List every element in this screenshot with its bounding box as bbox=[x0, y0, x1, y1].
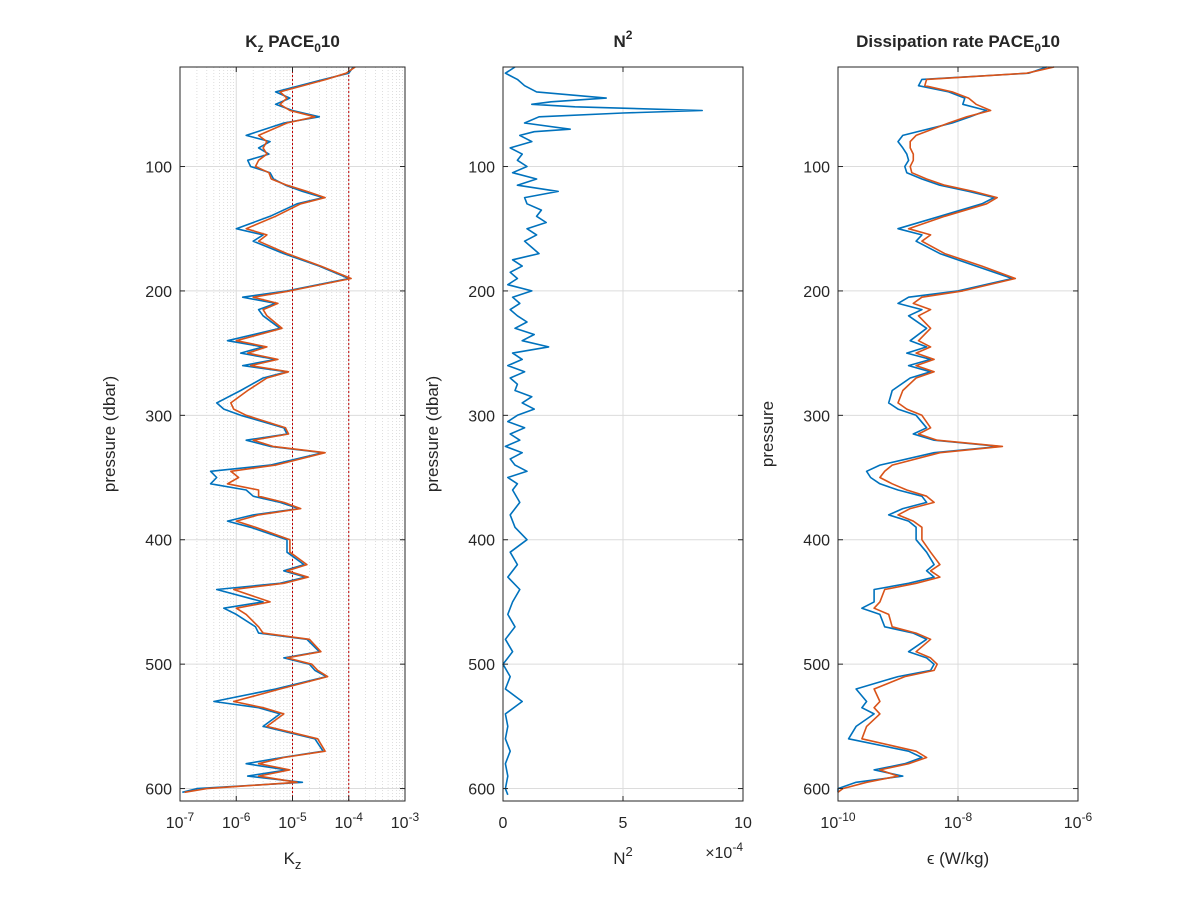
chart-panel-3: 100 200 300 400 500 600 10-10 10-8 10-6 ϵ (W/kg) p… bbox=[758, 32, 1093, 868]
chart-panel-1: 100 200 300 400 500 600 10-7 10-6 10-5 10-4 10-3 Kz… bbox=[100, 32, 420, 872]
y-tick-label: 400 bbox=[803, 533, 830, 550]
x-tick-label: 10-5 bbox=[278, 810, 307, 832]
y-tick-label: 500 bbox=[145, 657, 172, 674]
x-tick-label: 10-8 bbox=[944, 810, 973, 832]
y-tick-label: 600 bbox=[468, 782, 495, 799]
y-tick-label: 300 bbox=[145, 408, 172, 425]
series-line-1 bbox=[502, 66, 703, 796]
x-axis-label: ϵ (W/kg) bbox=[927, 849, 989, 868]
y-tick-label: 300 bbox=[468, 408, 495, 425]
x-tick-label: 10-10 bbox=[820, 810, 855, 832]
x-tick-label: 10-6 bbox=[222, 810, 251, 832]
y-axis-label: pressure bbox=[758, 401, 777, 467]
x-tick-label: 10-4 bbox=[335, 810, 364, 832]
y-tick-label: 500 bbox=[803, 657, 830, 674]
y-tick-label: 600 bbox=[145, 782, 172, 799]
y-axis-label: pressure (dbar) bbox=[423, 376, 442, 492]
x-tick-label: 10-3 bbox=[391, 810, 420, 832]
y-tick-label: 200 bbox=[468, 284, 495, 301]
chart-title: N2 bbox=[614, 28, 633, 51]
chart-title: Dissipation rate PACE010 bbox=[856, 32, 1060, 55]
y-tick-label: 100 bbox=[468, 160, 495, 177]
y-tick-label: 100 bbox=[803, 160, 830, 177]
y-axis-label: pressure (dbar) bbox=[100, 376, 119, 492]
series-line-2 bbox=[837, 66, 1055, 793]
series-line-2 bbox=[184, 66, 356, 794]
x-axis-multiplier: ×10-4 bbox=[705, 840, 743, 862]
y-tick-label: 200 bbox=[803, 284, 830, 301]
y-tick-label: 500 bbox=[468, 657, 495, 674]
x-tick-label: 10-6 bbox=[1064, 810, 1093, 832]
x-axis-label: Kz bbox=[284, 849, 302, 872]
x-tick-label: 0 bbox=[499, 815, 508, 832]
series-line-1 bbox=[837, 66, 1047, 793]
y-tick-label: 100 bbox=[145, 160, 172, 177]
y-tick-label: 400 bbox=[145, 533, 172, 550]
y-tick-label: 400 bbox=[468, 533, 495, 550]
y-tick-label: 600 bbox=[803, 782, 830, 799]
y-tick-label: 300 bbox=[803, 408, 830, 425]
x-tick-label: 5 bbox=[619, 815, 628, 832]
chart-title: Kz PACE010 bbox=[245, 32, 340, 55]
x-tick-label: 10-7 bbox=[166, 810, 195, 832]
x-axis-label: N2 bbox=[613, 844, 633, 868]
y-tick-label: 200 bbox=[145, 284, 172, 301]
x-tick-label: 10 bbox=[734, 815, 752, 832]
